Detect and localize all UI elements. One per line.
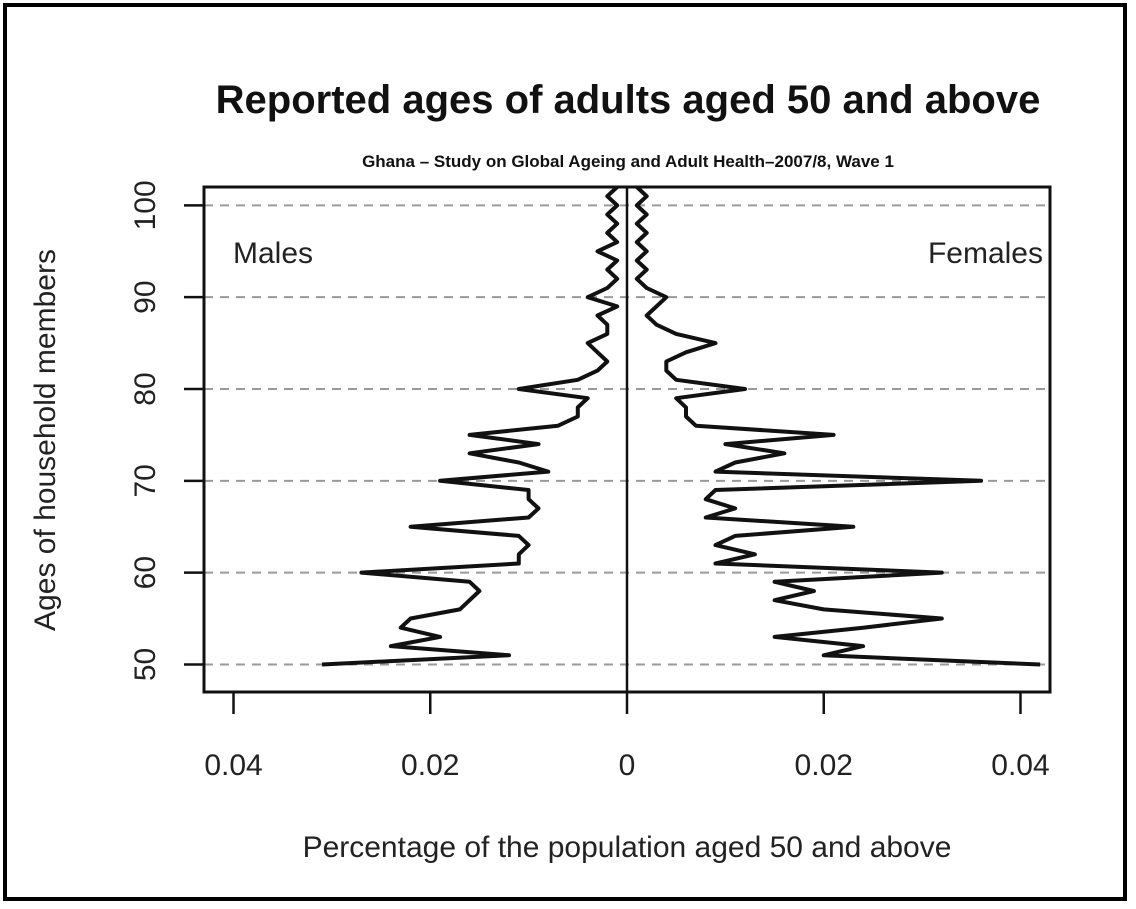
x-tick-label: 0.04 bbox=[991, 749, 1049, 782]
x-tick-label: 0.02 bbox=[401, 749, 459, 782]
males-label: Males bbox=[233, 237, 313, 270]
series-lines bbox=[321, 185, 1041, 667]
y-axis-label: Ages of household members bbox=[29, 249, 62, 631]
y-tick-label: 90 bbox=[129, 280, 162, 313]
y-tick-label: 50 bbox=[129, 648, 162, 681]
chart-title: Reported ages of adults aged 50 and abov… bbox=[216, 78, 1041, 122]
series-line-females bbox=[634, 185, 1041, 667]
image-border bbox=[3, 3, 1127, 901]
chart-subtitle: Ghana – Study on Global Ageing and Adult… bbox=[362, 152, 894, 171]
y-axis: 50 60 70 80 90 100 bbox=[129, 180, 204, 681]
x-tick-label: 0 bbox=[619, 749, 636, 782]
y-tick-label: 70 bbox=[129, 464, 162, 497]
y-tick-label: 100 bbox=[129, 180, 162, 230]
y-tick-label: 60 bbox=[129, 556, 162, 589]
x-axis: 0.04 0.02 0 0.02 0.04 bbox=[204, 692, 1050, 782]
x-tick-label: 0.04 bbox=[204, 749, 262, 782]
y-tick-label: 80 bbox=[129, 372, 162, 405]
series-line-males bbox=[321, 185, 620, 667]
females-label: Females bbox=[928, 237, 1043, 270]
x-axis-label: Percentage of the population aged 50 and… bbox=[303, 831, 952, 864]
x-tick-label: 0.02 bbox=[795, 749, 853, 782]
